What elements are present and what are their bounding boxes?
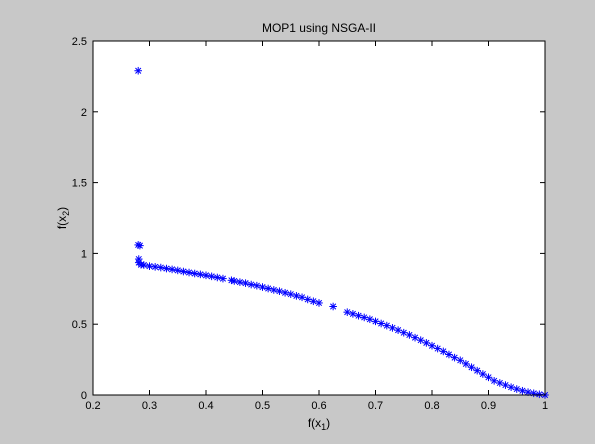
data-point [168, 265, 176, 274]
data-point [518, 386, 527, 395]
data-point [354, 311, 363, 320]
data-point [484, 373, 493, 382]
y-axis-ticks: 0 0.5 1 1.5 2 2.5 [72, 36, 545, 402]
data-point [349, 310, 357, 318]
data-point [399, 328, 408, 337]
data-point [439, 347, 448, 356]
data-point [292, 292, 301, 300]
x-tick-label: 0.5 [255, 400, 270, 412]
data-point [467, 363, 476, 372]
data-point [145, 262, 154, 270]
y-tick-label: 0.5 [72, 319, 87, 331]
data-point [371, 317, 380, 326]
data-point [309, 297, 318, 306]
x-tick-label: 0.2 [85, 400, 100, 412]
y-tick-label: 2.5 [72, 36, 87, 48]
data-point [388, 324, 397, 332]
data-point [270, 286, 278, 294]
data-point [219, 274, 227, 283]
data-point [253, 281, 261, 290]
data-point [383, 321, 391, 330]
data-point [196, 270, 205, 279]
data-point [241, 279, 250, 287]
x-tick-label: 1 [542, 400, 548, 412]
data-point [213, 273, 222, 282]
data-point [490, 377, 498, 385]
data-point [162, 264, 171, 273]
data-point [411, 333, 419, 342]
data-point [258, 283, 267, 291]
data-point [140, 261, 148, 269]
data-point [422, 339, 431, 347]
data-point [394, 326, 402, 334]
data-point [501, 381, 510, 389]
data-point [315, 299, 323, 307]
data-point [456, 356, 465, 365]
y-tick-label: 0 [81, 390, 87, 402]
data-point [433, 344, 442, 353]
data-point [343, 308, 352, 316]
data-point [136, 241, 144, 250]
axes-background [93, 41, 545, 395]
data-points [134, 66, 549, 399]
data-point [275, 287, 284, 296]
data-point [473, 366, 481, 375]
data-point [529, 389, 538, 398]
data-point [179, 267, 188, 276]
y-tick-label: 2 [81, 107, 87, 119]
data-point [462, 360, 470, 368]
data-point [298, 293, 306, 302]
data-point [512, 385, 521, 393]
data-point [264, 284, 272, 293]
x-tick-label: 0.7 [368, 400, 383, 412]
data-point [445, 350, 453, 359]
data-point [450, 353, 459, 362]
y-tick-label: 1.5 [72, 178, 87, 190]
x-axis-ticks: 0.2 0.3 0.4 0.5 0.6 0.7 0.8 0.9 1 [85, 41, 548, 412]
data-point [281, 288, 289, 297]
data-point [377, 319, 385, 328]
data-point [157, 263, 165, 272]
data-point [202, 271, 210, 280]
x-tick-label: 0.4 [198, 400, 213, 412]
data-point [230, 277, 239, 285]
data-point [329, 302, 337, 311]
data-point [507, 383, 515, 392]
data-point [405, 331, 414, 339]
data-point [151, 263, 159, 271]
data-point [479, 370, 487, 378]
y-tick-label: 1 [81, 248, 87, 260]
data-point [524, 388, 532, 396]
data-point [134, 66, 142, 75]
y-axis-label: f(x2) [55, 207, 71, 229]
data-point [185, 268, 193, 277]
x-tick-label: 0.3 [142, 400, 157, 412]
x-tick-label: 0.8 [424, 400, 439, 412]
data-point [173, 266, 182, 275]
data-point [360, 313, 368, 322]
x-tick-label: 0.9 [481, 400, 496, 412]
x-axis-label: f(x1) [308, 416, 330, 432]
data-point [247, 280, 255, 289]
data-point [416, 336, 425, 345]
data-point [303, 295, 312, 304]
data-point [286, 290, 295, 298]
data-point [190, 269, 199, 278]
data-point [428, 341, 436, 350]
chart-title: MOP1 using NSGA-II [262, 21, 376, 35]
x-tick-label: 0.6 [311, 400, 326, 412]
data-point [366, 315, 374, 324]
data-point [207, 272, 216, 281]
data-point [496, 379, 504, 387]
data-point [535, 390, 544, 399]
data-point [236, 278, 244, 286]
